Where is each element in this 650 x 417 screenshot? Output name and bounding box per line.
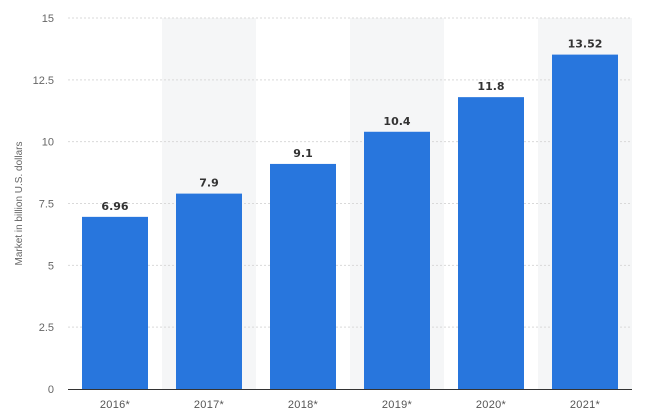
value-label: 6.96: [101, 200, 128, 213]
y-tick-label: 10: [42, 137, 54, 149]
y-tick-label: 7.5: [39, 199, 54, 211]
y-axis-ticks: 0 2.5 5 7.5 10 12.5 15: [33, 13, 54, 396]
y-tick-label: 0: [48, 384, 54, 396]
bar-2019: [364, 131, 430, 390]
bar-2021: [552, 54, 618, 389]
value-label: 7.9: [199, 177, 219, 190]
value-label: 10.4: [383, 115, 410, 128]
x-tick-label: 2019*: [382, 399, 413, 411]
y-tick-label: 2.5: [39, 322, 54, 334]
bar-2018: [270, 163, 336, 389]
x-tick-label: 2016*: [100, 399, 131, 411]
value-label: 13.52: [568, 38, 603, 51]
value-labels: 6.96 7.9 9.1 10.4 11.8 13.52: [101, 38, 602, 213]
value-label: 11.8: [477, 80, 504, 93]
bar-2017: [176, 193, 242, 389]
x-tick-label: 2021*: [570, 399, 601, 411]
bars: [82, 54, 618, 390]
x-tick-label: 2018*: [288, 399, 319, 411]
y-tick-label: 12.5: [33, 75, 54, 87]
y-tick-label: 5: [48, 260, 54, 272]
bar-2016: [82, 216, 148, 389]
gridlines: [68, 17, 632, 328]
y-tick-label: 15: [42, 13, 54, 25]
x-tick-label: 2020*: [476, 399, 507, 411]
x-tick-label: 2017*: [194, 399, 225, 411]
y-axis-title: Market in billion U.S. dollars: [14, 142, 25, 266]
x-axis-ticks: 2016* 2017* 2018* 2019* 2020* 2021*: [100, 399, 601, 411]
value-label: 9.1: [293, 147, 313, 160]
bar-2020: [458, 97, 524, 389]
